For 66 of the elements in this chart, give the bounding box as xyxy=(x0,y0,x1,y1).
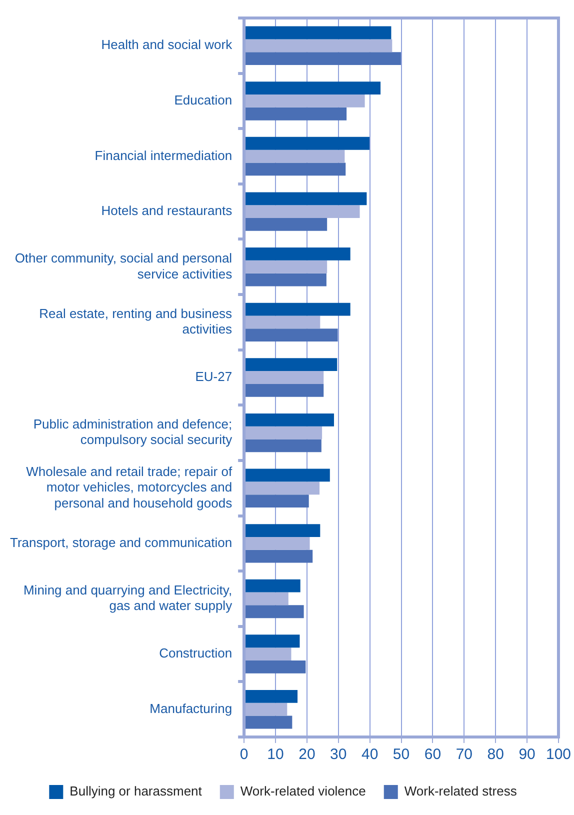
x-tick-label: 40 xyxy=(361,746,378,764)
bar xyxy=(244,328,338,342)
x-tick-label: 0 xyxy=(240,746,248,764)
bar xyxy=(244,579,300,592)
y-tick-label: Education xyxy=(174,92,232,108)
bar xyxy=(244,107,347,120)
y-tick-label: Construction xyxy=(159,646,232,661)
bar xyxy=(244,716,292,729)
x-tick-label: 100 xyxy=(546,746,571,764)
bar xyxy=(244,482,320,495)
x-tick-label: 50 xyxy=(392,746,410,764)
bar xyxy=(244,690,298,703)
bar xyxy=(244,384,324,397)
y-tick-label: Wholesale and retail trade; repair of motor vehicles, motorcycles and personal and household goods xyxy=(26,464,233,510)
bar xyxy=(244,439,322,452)
bar xyxy=(244,413,334,426)
y-tick-label: Transport, storage and communication xyxy=(10,535,232,550)
bar xyxy=(244,248,350,260)
y-tick-label: Real estate, renting and business activities xyxy=(39,306,233,337)
y-tick-label: Public administration and defence; compulsory social security xyxy=(33,416,233,448)
bar xyxy=(244,205,360,218)
bar xyxy=(244,52,401,66)
bar xyxy=(244,273,326,286)
bar xyxy=(244,218,328,231)
bar xyxy=(244,605,304,618)
bar xyxy=(244,302,350,316)
bar xyxy=(244,634,300,648)
y-tick-label: Health and social work xyxy=(101,37,233,52)
x-tick-label: 80 xyxy=(487,746,504,764)
y-tick-label: EU-27 xyxy=(195,369,232,384)
legend-label: Bullying or harassment xyxy=(70,784,202,799)
x-tick-label: 10 xyxy=(267,746,284,764)
bar xyxy=(244,162,346,176)
y-tick-label: Mining and quarrying and Electricity, gas and water supply xyxy=(23,582,233,614)
y-tick-label: Other community, social and personal service activities xyxy=(14,250,233,282)
bar xyxy=(244,136,370,150)
y-tick-label: Manufacturing xyxy=(150,700,232,716)
x-tick-label: 20 xyxy=(298,746,316,764)
x-tick-label: 30 xyxy=(330,746,347,764)
bar xyxy=(244,660,306,674)
bar xyxy=(244,39,392,52)
bar xyxy=(244,150,345,163)
bar xyxy=(244,94,365,108)
x-tick-label: 60 xyxy=(424,746,442,764)
bar xyxy=(244,316,320,329)
bar xyxy=(244,648,292,660)
legend-label: Work-related violence xyxy=(240,784,366,799)
bar xyxy=(244,358,338,372)
bar xyxy=(244,702,288,716)
x-tick-label: 90 xyxy=(518,746,536,764)
bar xyxy=(244,524,320,537)
bar xyxy=(244,260,328,274)
bar xyxy=(244,592,288,606)
bar xyxy=(244,426,322,440)
y-tick-label: Hotels and restaurants xyxy=(101,203,233,218)
bar xyxy=(244,26,392,40)
bar xyxy=(244,82,381,95)
bar xyxy=(244,371,324,384)
bar xyxy=(244,536,310,550)
bar xyxy=(244,494,309,508)
bar xyxy=(244,468,330,482)
legend-label: Work-related stress xyxy=(404,784,518,799)
x-tick-label: 70 xyxy=(456,746,473,764)
y-tick-label: Financial intermediation xyxy=(94,148,232,163)
bar xyxy=(244,550,313,563)
bar xyxy=(244,192,367,206)
